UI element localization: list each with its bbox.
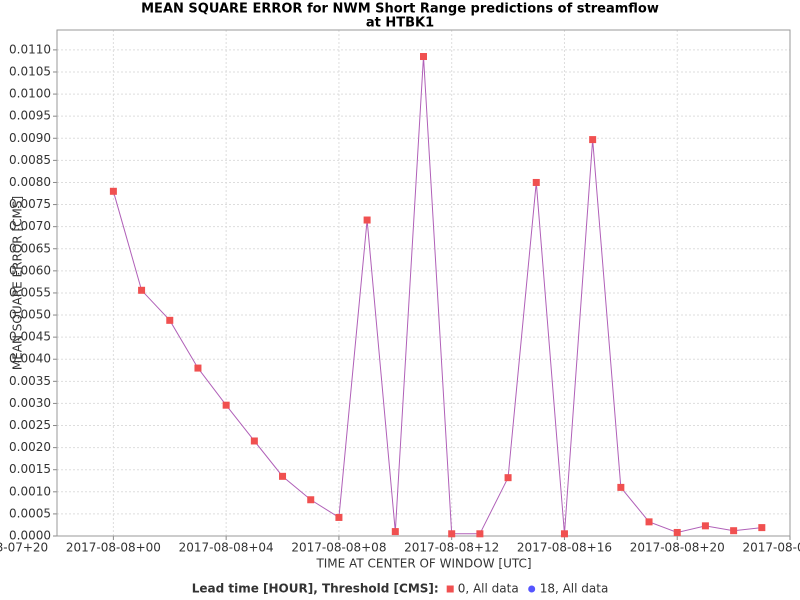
- y-tick-label: 0.0045: [9, 330, 51, 344]
- data-line: [112, 56, 762, 535]
- y-tick-label: 0.0060: [9, 263, 51, 277]
- x-tick-label: 2017-08-08+08: [291, 541, 386, 555]
- y-tick-label: 0.0105: [9, 64, 51, 78]
- x-tick-label: 2017-08-07+20: [0, 541, 48, 555]
- y-tick-label: 0.0010: [9, 484, 51, 498]
- data-point: [194, 364, 202, 372]
- x-tick-label: 2017-08-08+12: [404, 541, 499, 555]
- legend-marker: [528, 585, 536, 593]
- data-point: [673, 528, 681, 536]
- x-tick-label: 2017-08-08+04: [179, 541, 274, 555]
- y-tick-label: 0.0000: [9, 529, 51, 543]
- y-tick-label: 0.0090: [9, 131, 51, 145]
- y-tick-label: 0.0050: [9, 308, 51, 322]
- legend-title: Lead time [HOUR], Threshold [CMS]:: [192, 582, 439, 596]
- data-point: [532, 178, 540, 186]
- y-tick-label: 0.0095: [9, 109, 51, 123]
- x-tick-label: 2017-08-08+00: [66, 541, 161, 555]
- legend-label: 18, All data: [540, 582, 609, 596]
- data-point: [560, 530, 568, 538]
- y-tick-label: 0.0030: [9, 396, 51, 410]
- data-point: [420, 53, 427, 61]
- data-point: [138, 286, 146, 294]
- data-point: [730, 527, 738, 535]
- legend: Lead time [HOUR], Threshold [CMS]: 0, All…: [192, 582, 609, 596]
- y-tick-label: 0.0040: [9, 352, 51, 366]
- y-tick-label: 0.0080: [9, 175, 51, 189]
- y-tick-label: 0.0085: [9, 153, 51, 167]
- data-point: [335, 513, 343, 521]
- chart-title: at HTBK1: [366, 16, 434, 31]
- x-tick-label: 2017-08-08+20: [630, 541, 725, 555]
- data-point: [448, 530, 456, 538]
- data-point: [504, 474, 512, 482]
- data-point: [279, 472, 287, 480]
- x-tick-label: 2017-08-08+16: [517, 541, 612, 555]
- y-tick-label: 0.0035: [9, 374, 51, 388]
- y-tick-label: 0.0025: [9, 418, 51, 432]
- data-point: [589, 136, 597, 144]
- data-point: [307, 496, 315, 504]
- legend-label: 0, All data: [458, 582, 519, 596]
- y-tick-label: 0.0005: [9, 506, 51, 520]
- data-point: [701, 522, 709, 530]
- data-point: [109, 187, 117, 195]
- y-tick-label: 0.0065: [9, 241, 51, 255]
- data-point: [363, 216, 371, 224]
- data-point: [222, 401, 230, 409]
- x-tick-label: 2017-08-09+00: [742, 541, 800, 555]
- legend-marker: [446, 585, 454, 593]
- y-tick-label: 0.0020: [9, 440, 51, 454]
- data-point: [166, 316, 174, 324]
- plot-frame: [56, 29, 791, 537]
- chart-title: MEAN SQUARE ERROR for NWM Short Range pr…: [141, 2, 659, 17]
- y-tick-label: 0.0110: [9, 42, 51, 56]
- y-tick-label: 0.0015: [9, 462, 51, 476]
- y-tick-label: 0.0070: [9, 219, 51, 233]
- data-point: [617, 483, 625, 491]
- y-tick-label: 0.0055: [9, 285, 51, 299]
- y-tick-label: 0.0075: [9, 197, 51, 211]
- data-point: [758, 524, 766, 532]
- x-axis-label: TIME AT CENTER OF WINDOW [UTC]: [315, 557, 531, 571]
- data-point: [391, 528, 399, 536]
- y-tick-label: 0.0100: [9, 87, 51, 101]
- y-axis-label: MEAN SQUARE ERROR [CMS]: [11, 196, 25, 370]
- data-point: [476, 530, 484, 538]
- data-point: [250, 437, 258, 445]
- data-point: [645, 518, 653, 526]
